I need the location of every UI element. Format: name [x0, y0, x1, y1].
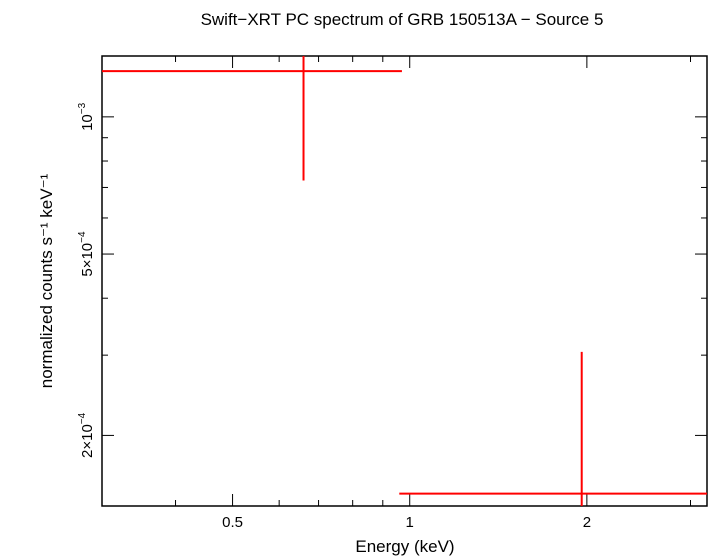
x-tick-label: 2	[583, 514, 591, 531]
ticks-layer: 0.5 1 2 10−3 5×10−4 2×10−4	[77, 56, 707, 531]
x-tick-label: 1	[406, 514, 414, 531]
y-tick-label: 2×10−4	[77, 412, 96, 458]
x-tick-label: 0.5	[222, 514, 243, 531]
plot-frame	[101, 55, 708, 507]
x-axis-label: Energy (keV)	[355, 537, 454, 556]
y-axis-label: normalized counts s⁻¹ keV⁻¹	[37, 173, 56, 388]
y-tick-label: 10−3	[77, 102, 96, 131]
data-layer	[102, 56, 707, 506]
data-point	[102, 56, 402, 181]
chart-title: Swift−XRT PC spectrum of GRB 150513A − S…	[201, 10, 604, 29]
y-tick-label: 5×10−4	[77, 231, 96, 277]
data-point	[399, 351, 707, 506]
